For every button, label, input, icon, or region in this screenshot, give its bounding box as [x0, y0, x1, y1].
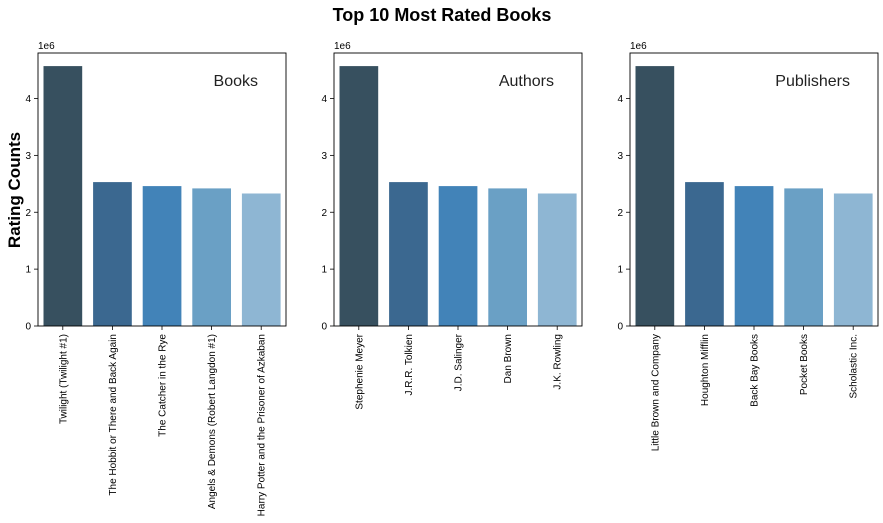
x-tick-label: Harry Potter and the Prisoner of Azkaban [257, 334, 268, 516]
x-tick-label: Pocket Books [799, 334, 810, 395]
panel-title: Publishers [775, 73, 850, 90]
y-tick-label: 2 [321, 208, 327, 219]
y-tick-label: 3 [617, 151, 623, 162]
bar [339, 66, 379, 326]
bar [192, 188, 231, 326]
x-tick-label: Stephenie Meyer [354, 333, 365, 409]
bar [635, 66, 675, 326]
y-tick-label: 3 [25, 151, 31, 162]
panel-title: Authors [499, 73, 554, 90]
offset-text: 1e6 [630, 41, 647, 52]
bar [142, 186, 182, 326]
y-tick-label: 0 [25, 322, 31, 333]
plot-frame [629, 52, 879, 327]
chart-panels: Twilight (Twilight #1) The Hobbit or Ther… [25, 41, 879, 516]
panel-authors: Stephenie Meyer J.R.R. Tolkien J.D. Saling… [321, 41, 583, 410]
x-tick-label: Angels & Demons (Robert Langdon #1) [207, 334, 218, 509]
x-tick-label: The Catcher in the Rye [158, 334, 169, 437]
bar [833, 193, 873, 326]
y-tick-label: 0 [617, 322, 623, 333]
y-tick-label: 3 [321, 151, 327, 162]
x-tick-label: J.R.R. Tolkien [404, 334, 415, 396]
x-tick-label: Scholastic Inc. [849, 334, 860, 398]
bar [685, 182, 724, 326]
x-tick-label: J.D. Salinger [454, 333, 465, 391]
y-tick-label: 1 [321, 265, 327, 276]
panel-title: Books [214, 73, 258, 90]
bar [784, 188, 823, 326]
x-tick-label: Twilight (Twilight #1) [58, 334, 69, 424]
y-tick-label: 2 [25, 208, 31, 219]
y-tick-label: 4 [25, 94, 31, 105]
x-tick-label: Houghton Mifflin [700, 334, 711, 406]
x-tick-label: Little Brown and Company [650, 334, 661, 451]
y-tick-label: 0 [321, 322, 327, 333]
figure-title: Top 10 Most Rated Books [333, 5, 552, 25]
y-tick-label: 1 [617, 265, 623, 276]
bar [93, 182, 132, 326]
offset-text: 1e6 [334, 41, 351, 52]
bar [438, 186, 478, 326]
y-tick-label: 4 [617, 94, 623, 105]
y-tick-label: 4 [321, 94, 327, 105]
bar [241, 193, 281, 326]
y-tick-label: 2 [617, 208, 623, 219]
x-tick-label: Back Bay Books [750, 334, 761, 407]
plot-frame [333, 52, 583, 327]
y-tick-label: 1 [25, 265, 31, 276]
offset-text: 1e6 [38, 41, 55, 52]
bar [734, 186, 774, 326]
plot-frame [37, 52, 287, 327]
x-tick-label: The Hobbit or There and Back Again [108, 334, 119, 496]
bar [389, 182, 428, 326]
bar [43, 66, 83, 326]
bar [488, 188, 527, 326]
panel-publishers: Little Brown and Company Houghton Mifflin… [617, 41, 879, 451]
panel-books: Twilight (Twilight #1) The Hobbit or Ther… [25, 41, 287, 516]
bar [537, 193, 577, 326]
x-tick-label: Dan Brown [503, 334, 514, 383]
y-axis-label: Rating Counts [5, 132, 24, 248]
x-tick-label: J.K. Rowling [553, 334, 564, 390]
